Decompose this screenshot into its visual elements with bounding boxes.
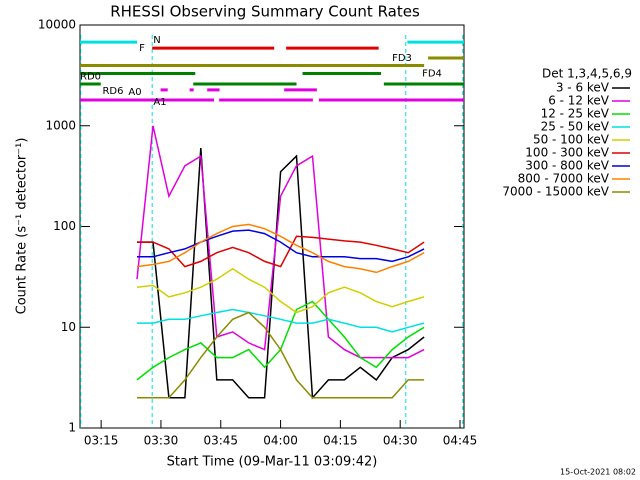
flag-label: F bbox=[139, 43, 145, 54]
series-line bbox=[136, 267, 425, 314]
legend-label: 300 - 800 keV bbox=[525, 159, 609, 173]
flag-label: A0 bbox=[128, 87, 141, 98]
x-tick-label: 03:15 bbox=[84, 434, 119, 448]
x-tick-label: 03:30 bbox=[144, 434, 179, 448]
flag-label: A1 bbox=[153, 97, 166, 108]
y-tick-label: 1000 bbox=[45, 118, 76, 132]
chart-title: RHESSI Observing Summary Count Rates bbox=[110, 3, 420, 21]
flag-label: FD3 bbox=[392, 53, 412, 64]
series-line bbox=[136, 223, 425, 274]
series-line bbox=[137, 311, 425, 399]
y-tick-label: 100 bbox=[53, 219, 76, 233]
x-tick-label: 04:30 bbox=[383, 434, 418, 448]
flag-label: RD6 bbox=[102, 86, 123, 97]
legend-label: 12 - 25 keV bbox=[541, 107, 610, 121]
y-tick-label: 10 bbox=[61, 320, 76, 334]
legend-label: 100 - 300 keV bbox=[525, 146, 609, 160]
y-tick-label: 1 bbox=[68, 421, 76, 435]
series-line bbox=[137, 229, 425, 263]
legend-label: 6 - 12 keV bbox=[548, 94, 610, 108]
legend-title: Det 1,3,4,5,6,9 bbox=[542, 67, 632, 81]
flag-label: FD4 bbox=[422, 69, 442, 80]
footer: 15-Oct-2021 08:02 bbox=[560, 468, 636, 477]
y-tick-label: 10000 bbox=[38, 18, 76, 32]
x-tick-label: 03:45 bbox=[203, 434, 238, 448]
x-tick-label: 04:00 bbox=[263, 434, 298, 448]
series-line bbox=[136, 125, 425, 359]
legend-label: 50 - 100 keV bbox=[533, 133, 610, 147]
legend-label: 800 - 7000 keV bbox=[518, 172, 610, 186]
series-line bbox=[137, 308, 425, 333]
series-line bbox=[137, 235, 425, 268]
x-tick-label: 04:45 bbox=[443, 434, 478, 448]
x-tick-label: 04:15 bbox=[323, 434, 358, 448]
flag-label: N bbox=[153, 35, 160, 46]
series-line bbox=[137, 148, 425, 400]
x-axis-label: Start Time (09-Mar-11 03:09:42) bbox=[167, 455, 378, 470]
y-axis-label: Count Rate (s⁻¹ detector⁻¹) bbox=[15, 138, 30, 315]
legend-label: 3 - 6 keV bbox=[556, 81, 610, 95]
flag-label: RD0 bbox=[80, 72, 101, 83]
legend-label: 25 - 50 keV bbox=[541, 120, 610, 134]
legend-label: 7000 - 15000 keV bbox=[502, 185, 609, 199]
